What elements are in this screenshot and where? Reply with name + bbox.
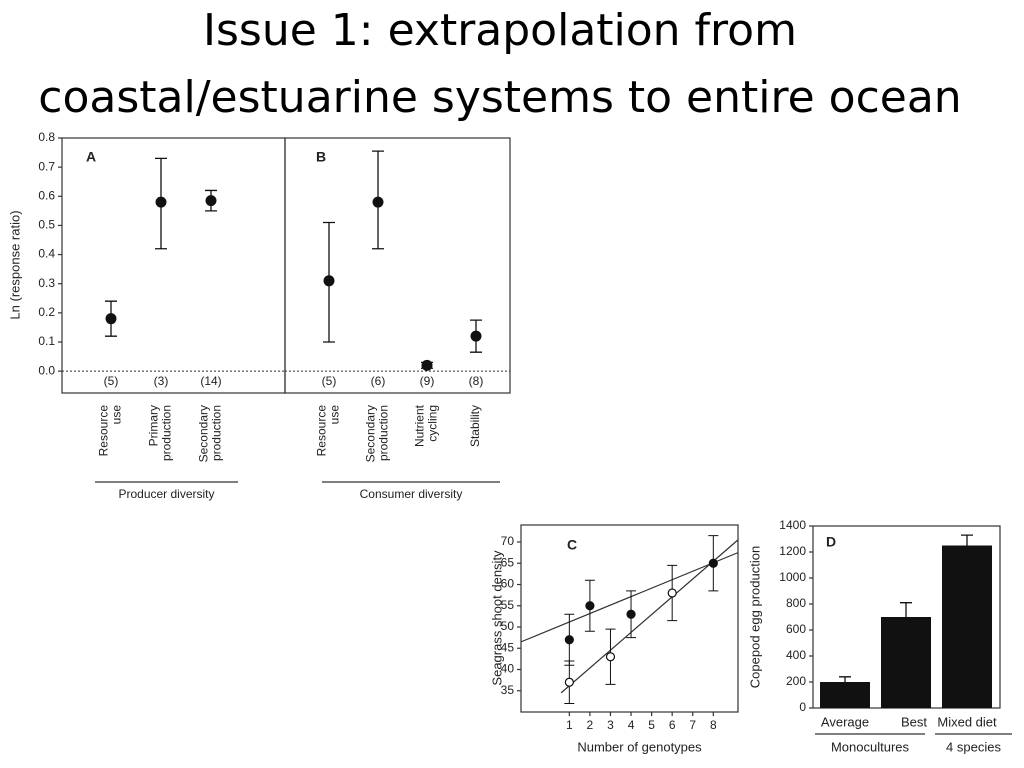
y-tick-label: 1400 xyxy=(779,518,806,532)
y-tick-label: 60 xyxy=(501,577,515,591)
panel-letter: C xyxy=(567,537,577,553)
y-tick-label: 0.3 xyxy=(38,276,55,290)
slide-title: Issue 1: extrapolation from xyxy=(203,5,797,56)
x-tick-label: 4 xyxy=(628,718,635,732)
y-tick-label: 200 xyxy=(786,674,806,688)
sample-count: (6) xyxy=(371,374,386,388)
trend-line xyxy=(560,539,739,694)
y-tick-label: 400 xyxy=(786,648,806,662)
data-point xyxy=(564,635,574,645)
y-tick-label: 70 xyxy=(501,534,515,548)
x-tick-label: 6 xyxy=(669,718,676,732)
x-tick-label: Average xyxy=(821,714,869,729)
y-tick-label: 0.8 xyxy=(38,130,55,144)
data-point xyxy=(605,652,616,662)
panel-letter: D xyxy=(826,534,836,550)
y-axis-label: Ln (response ratio) xyxy=(7,210,22,319)
x-tick-label: 8 xyxy=(710,718,717,732)
group-label: Monocultures xyxy=(831,739,910,754)
data-point xyxy=(372,196,384,208)
data-point xyxy=(323,275,335,287)
y-tick-label: 65 xyxy=(501,555,515,569)
sample-count: (14) xyxy=(200,374,221,388)
y-tick-label: 0 xyxy=(799,700,806,714)
x-axis-label: Number of genotypes xyxy=(577,739,702,754)
data-point xyxy=(155,196,167,208)
group-label: 4 species xyxy=(946,739,1001,754)
y-tick-label: 45 xyxy=(501,640,515,654)
y-tick-label: 35 xyxy=(501,683,515,697)
category-label: use xyxy=(110,405,124,425)
panel-letter: A xyxy=(86,149,96,165)
x-tick-label: 1 xyxy=(566,718,573,732)
y-tick-label: 800 xyxy=(786,596,806,610)
y-tick-label: 0.4 xyxy=(38,247,55,261)
data-point xyxy=(564,677,574,687)
sample-count: (3) xyxy=(154,374,169,388)
bar xyxy=(881,617,931,708)
x-tick-label: 3 xyxy=(607,718,614,732)
y-tick-label: 0.6 xyxy=(38,188,55,202)
x-tick-label: Mixed diet xyxy=(937,714,997,729)
data-point xyxy=(708,558,718,568)
error-bar xyxy=(839,676,851,682)
y-tick-label: 55 xyxy=(501,598,515,612)
y-tick-label: 0.2 xyxy=(38,305,55,319)
category-label: Nutrient xyxy=(413,404,427,447)
y-axis-label: Seagrass shoot density xyxy=(489,550,504,686)
data-point xyxy=(470,330,482,342)
slide-title: coastal/estuarine systems to entire ocea… xyxy=(38,72,961,123)
category-label: production xyxy=(160,405,174,461)
x-tick-label: 7 xyxy=(689,718,696,732)
data-point xyxy=(205,195,217,207)
bar xyxy=(820,682,870,708)
y-tick-label: 0.7 xyxy=(38,159,55,173)
plot-frame xyxy=(61,137,286,394)
y-tick-label: 40 xyxy=(501,662,515,676)
panel-letter: B xyxy=(316,149,326,165)
y-tick-label: 50 xyxy=(501,619,515,633)
y-tick-label: 0.0 xyxy=(38,363,55,377)
category-label: Resource xyxy=(97,405,111,457)
category-label: Secondary xyxy=(364,405,378,462)
bar xyxy=(942,545,992,708)
category-label: Resource xyxy=(315,405,329,457)
x-tick-label: Best xyxy=(901,714,927,729)
category-label: Primary xyxy=(147,405,161,446)
sample-count: (5) xyxy=(104,374,119,388)
error-bar xyxy=(900,602,912,617)
y-tick-label: 600 xyxy=(786,622,806,636)
sample-count: (5) xyxy=(322,374,337,388)
data-point xyxy=(667,588,677,598)
y-axis-label: Copepod egg production xyxy=(747,546,762,688)
x-tick-label: 5 xyxy=(648,718,655,732)
data-point xyxy=(105,313,117,325)
y-tick-label: 0.1 xyxy=(38,334,55,348)
x-tick-label: 2 xyxy=(587,718,594,732)
category-label: production xyxy=(210,405,224,461)
data-point xyxy=(421,359,433,371)
group-label: Consumer diversity xyxy=(360,487,463,501)
y-tick-label: 1000 xyxy=(779,570,806,584)
category-label: Stability xyxy=(468,405,482,447)
plot-frame xyxy=(520,524,739,713)
sample-count: (9) xyxy=(420,374,435,388)
group-label: Producer diversity xyxy=(118,487,214,501)
y-tick-label: 0.5 xyxy=(38,218,55,232)
category-label: production xyxy=(377,405,391,461)
data-point xyxy=(585,601,595,611)
sample-count: (8) xyxy=(469,374,484,388)
error-bar xyxy=(961,534,973,546)
category-label: use xyxy=(328,405,342,425)
data-point xyxy=(626,609,636,619)
category-label: cycling xyxy=(426,405,440,442)
trend-line xyxy=(520,552,739,643)
plot-frame xyxy=(284,137,511,394)
category-label: Secondary xyxy=(197,405,211,462)
y-tick-label: 1200 xyxy=(779,544,806,558)
